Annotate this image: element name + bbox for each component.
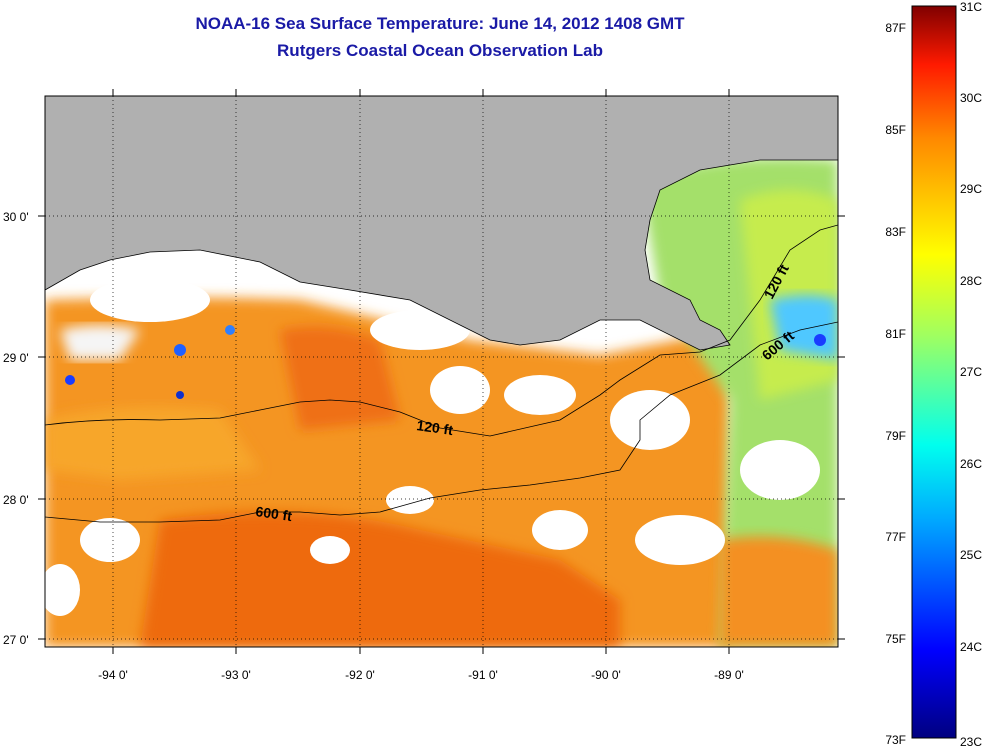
lon-label: -93 0' [221, 668, 251, 682]
colorbar-f-label: 85F [885, 123, 906, 137]
lat-label: 30 0' [3, 210, 29, 224]
axis-ticks [38, 89, 845, 654]
map-frame [44, 95, 839, 648]
lon-label: -89 0' [714, 668, 744, 682]
colorbar-c-label: 24C [960, 640, 982, 654]
lon-labels: -94 0' -93 0' -92 0' -91 0' -90 0' -89 0… [98, 668, 744, 682]
lat-labels: 30 0' 29 0' 28 0' 27 0' [3, 210, 29, 647]
contour-label-600ft: 600 ft [255, 503, 294, 524]
colorbar-c-label: 30C [960, 91, 982, 105]
colorbar-c-label: 31C [960, 0, 982, 14]
colorbar-c-label: 27C [960, 365, 982, 379]
map-subtitle: Rutgers Coastal Ocean Observation Lab [277, 41, 603, 60]
sst-field [45, 157, 838, 647]
colorbar-f-label: 77F [885, 530, 906, 544]
colorbar-f-label: 73F [885, 733, 906, 747]
colorbar-c-label: 29C [960, 182, 982, 196]
colorbar-f-label: 79F [885, 429, 906, 443]
colorbar-c-label: 25C [960, 548, 982, 562]
land-mass [45, 96, 838, 350]
colorbar-f-labels: 87F 85F 83F 81F 79F 77F 75F 73F [885, 21, 906, 747]
lat-label: 27 0' [3, 633, 29, 647]
lon-label: -94 0' [98, 668, 128, 682]
contour-120ft [45, 224, 838, 437]
lon-label: -90 0' [591, 668, 621, 682]
map-title: NOAA-16 Sea Surface Temperature: June 14… [195, 14, 685, 33]
lat-label: 28 0' [3, 493, 29, 507]
colorbar-f-label: 83F [885, 225, 906, 239]
contour-600ft [45, 321, 838, 523]
colorbar-f-label: 75F [885, 632, 906, 646]
colorbar-c-label: 26C [960, 457, 982, 471]
contour-label-120ft: 120 ft [416, 417, 455, 438]
colorbar-ramp [911, 5, 957, 739]
coastline [45, 159, 838, 351]
graticule [45, 96, 838, 647]
lon-label: -91 0' [468, 668, 498, 682]
colorbar-f-label: 81F [885, 327, 906, 341]
lon-label: -92 0' [345, 668, 375, 682]
lat-label: 29 0' [3, 351, 29, 365]
colorbar-f-label: 87F [885, 21, 906, 35]
colorbar-c-labels: 31C 30C 29C 28C 27C 26C 25C 24C 23C [960, 0, 982, 749]
colorbar-c-label: 28C [960, 274, 982, 288]
map-panel: 120 ft 600 ft 120 ft 600 ft [45, 96, 838, 647]
colorbar-c-label: 23C [960, 735, 982, 749]
colorbar: 87F 85F 83F 81F 79F 77F 75F 73F 31C 30C … [885, 0, 982, 749]
